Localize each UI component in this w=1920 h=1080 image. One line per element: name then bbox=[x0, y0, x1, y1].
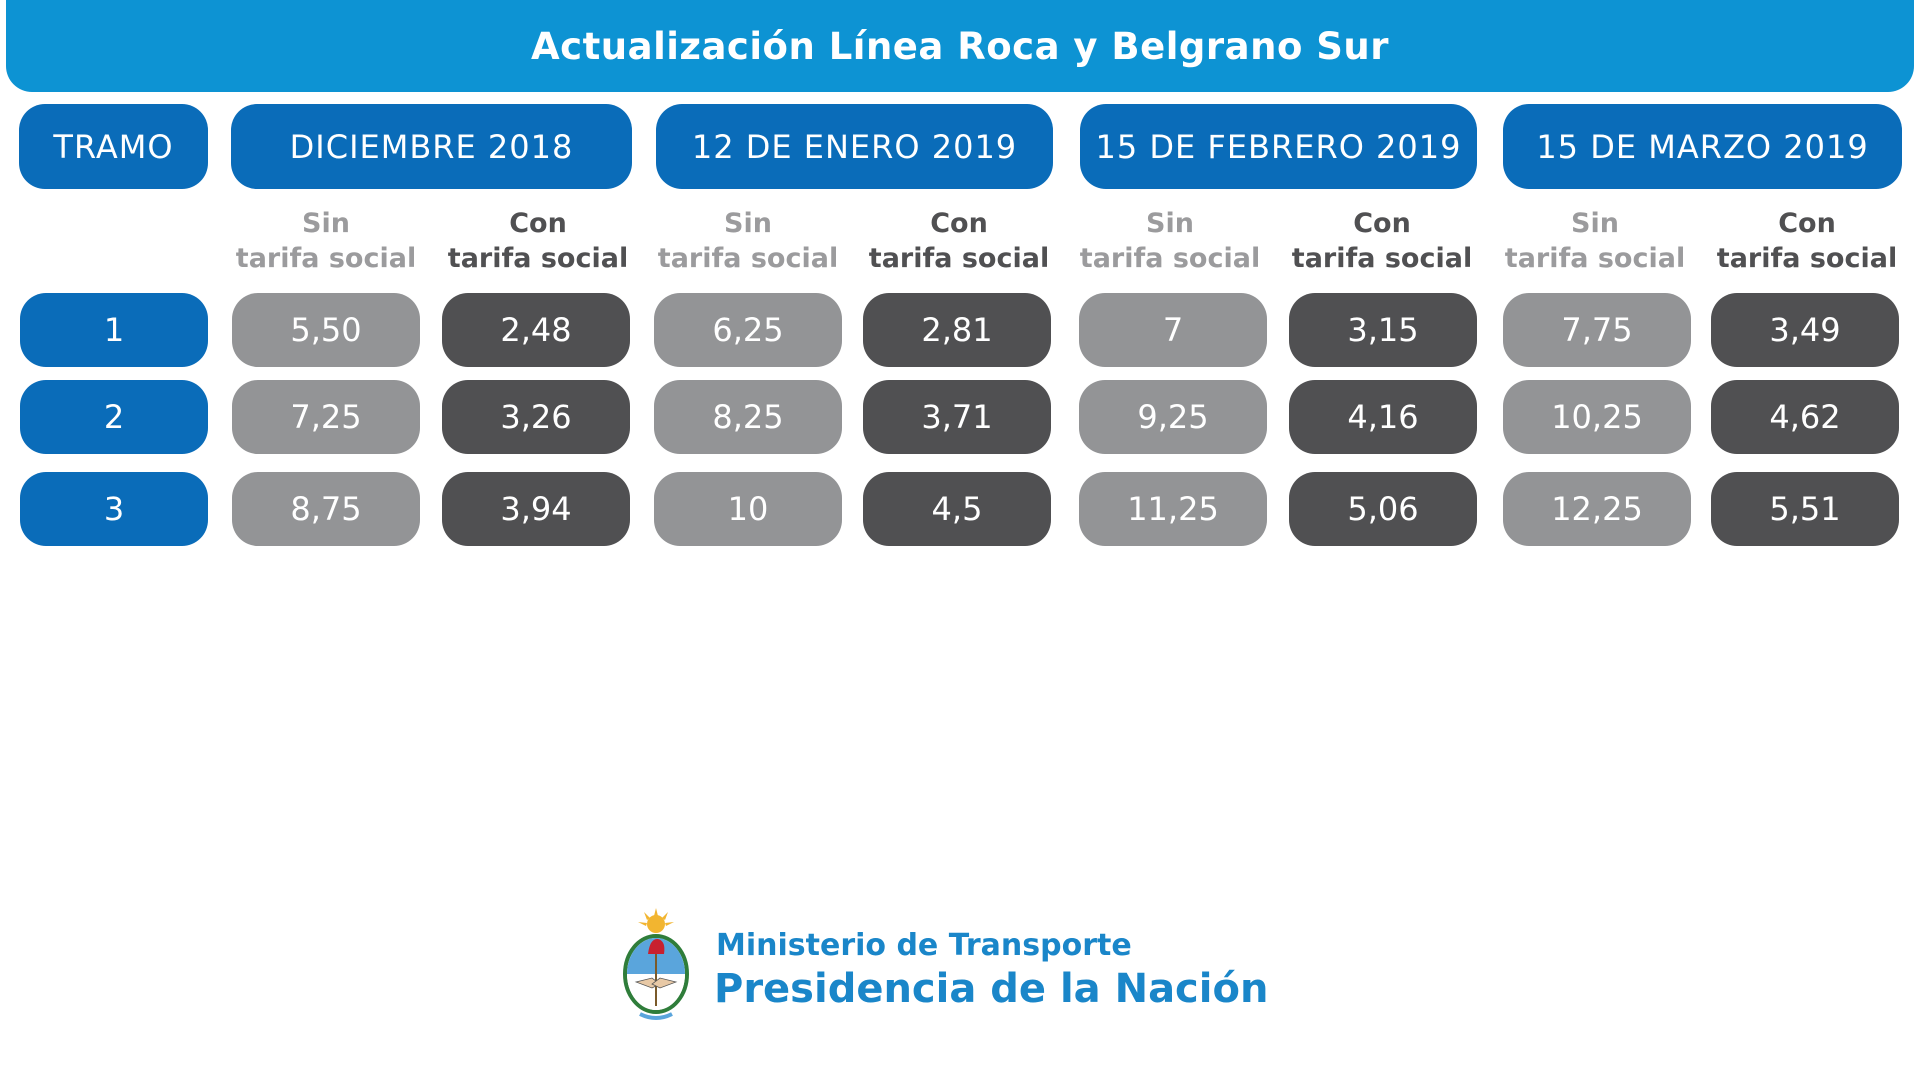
period-header-dic-2018: DICIEMBRE 2018 bbox=[231, 104, 632, 189]
value-cell: 3,15 bbox=[1289, 293, 1477, 367]
presidencia-name: Presidencia de la Nación bbox=[714, 966, 1269, 1012]
subheader-con-tarifa-social: Con tarifa social bbox=[447, 208, 629, 274]
period-header-mar-2019: 15 DE MARZO 2019 bbox=[1503, 104, 1902, 189]
value-cell: 5,50 bbox=[232, 293, 420, 367]
tramo-cell: 1 bbox=[20, 293, 208, 367]
value-cell: 9,25 bbox=[1079, 380, 1267, 454]
subheader-sin-tarifa-social: Sin tarifa social bbox=[657, 208, 839, 274]
value-cell: 10 bbox=[654, 472, 842, 546]
value-cell: 10,25 bbox=[1503, 380, 1691, 454]
subheader-con-tarifa-social: Con tarifa social bbox=[1716, 208, 1898, 274]
value-cell: 4,16 bbox=[1289, 380, 1477, 454]
value-cell: 8,75 bbox=[232, 472, 420, 546]
subheader-sin-tarifa-social: Sin tarifa social bbox=[1504, 208, 1686, 274]
subheader-sin-tarifa-social: Sin tarifa social bbox=[235, 208, 417, 274]
value-cell: 3,94 bbox=[442, 472, 630, 546]
tramo-header: TRAMO bbox=[19, 104, 208, 189]
value-cell: 7,75 bbox=[1503, 293, 1691, 367]
value-cell: 2,81 bbox=[863, 293, 1051, 367]
tramo-cell: 3 bbox=[20, 472, 208, 546]
value-cell: 7,25 bbox=[232, 380, 420, 454]
value-cell: 2,48 bbox=[442, 293, 630, 367]
ministry-name: Ministerio de Transporte bbox=[716, 928, 1132, 963]
value-cell: 6,25 bbox=[654, 293, 842, 367]
value-cell: 4,62 bbox=[1711, 380, 1899, 454]
subheader-sin-tarifa-social: Sin tarifa social bbox=[1079, 208, 1261, 274]
argentina-coat-of-arms-icon bbox=[623, 908, 689, 1020]
value-cell: 7 bbox=[1079, 293, 1267, 367]
value-cell: 5,51 bbox=[1711, 472, 1899, 546]
value-cell: 8,25 bbox=[654, 380, 842, 454]
value-cell: 4,5 bbox=[863, 472, 1051, 546]
value-cell: 12,25 bbox=[1503, 472, 1691, 546]
tramo-cell: 2 bbox=[20, 380, 208, 454]
value-cell: 3,71 bbox=[863, 380, 1051, 454]
subheader-con-tarifa-social: Con tarifa social bbox=[1291, 208, 1473, 274]
footer-logo: Ministerio de Transporte Presidencia de … bbox=[618, 908, 1268, 1028]
value-cell: 3,49 bbox=[1711, 293, 1899, 367]
period-header-ene-2019: 12 DE ENERO 2019 bbox=[656, 104, 1053, 189]
period-header-feb-2019: 15 DE FEBRERO 2019 bbox=[1080, 104, 1477, 189]
value-cell: 3,26 bbox=[442, 380, 630, 454]
subheader-con-tarifa-social: Con tarifa social bbox=[868, 208, 1050, 274]
value-cell: 11,25 bbox=[1079, 472, 1267, 546]
value-cell: 5,06 bbox=[1289, 472, 1477, 546]
page-title: Actualización Línea Roca y Belgrano Sur bbox=[6, 0, 1914, 92]
